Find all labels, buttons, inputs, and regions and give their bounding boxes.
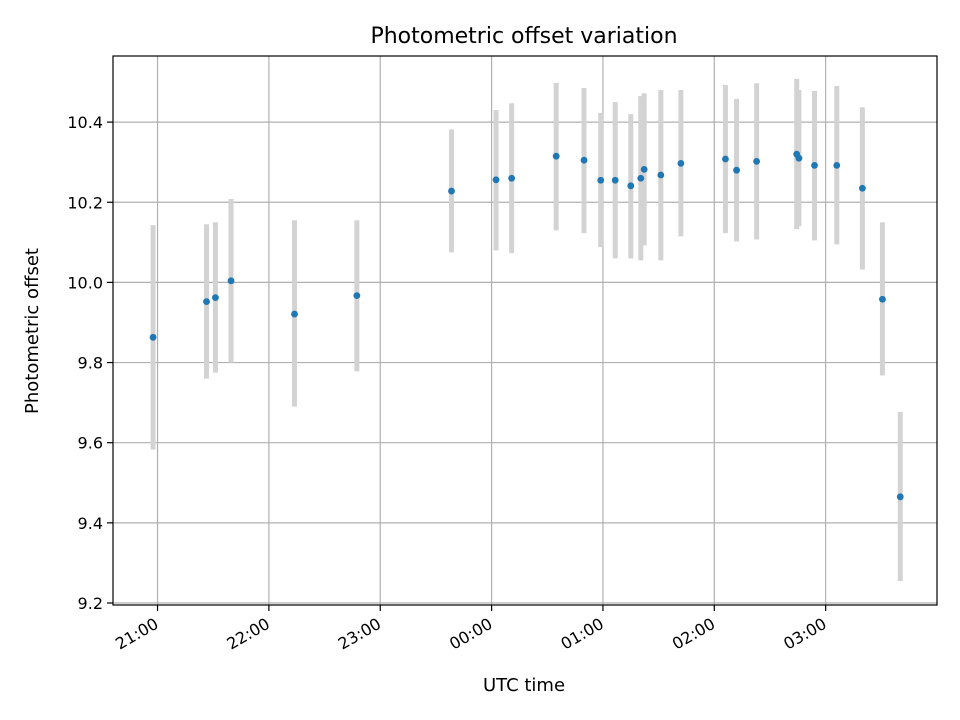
x-tick-label: 02:00 xyxy=(669,614,718,654)
data-point xyxy=(811,161,818,169)
x-axis-label: UTC time xyxy=(483,675,565,696)
x-tick-label: 22:00 xyxy=(223,614,272,654)
data-point xyxy=(291,310,298,318)
error-bars xyxy=(150,78,903,581)
y-tick-label: 9.6 xyxy=(78,434,103,453)
data-point xyxy=(640,166,648,173)
chart-title: Photometric offset variation xyxy=(370,24,677,49)
x-tick-label: 00:00 xyxy=(446,614,495,654)
data-point xyxy=(896,493,904,501)
data-point xyxy=(552,152,560,160)
data-point xyxy=(492,176,500,184)
data-point xyxy=(149,333,157,341)
x-tick-label: 23:00 xyxy=(335,614,384,654)
data-point xyxy=(212,294,219,302)
data-point xyxy=(722,155,729,163)
data-point xyxy=(753,157,761,165)
data-point xyxy=(677,159,685,167)
y-tick-label: 10.4 xyxy=(67,113,103,132)
data-point xyxy=(580,156,588,164)
x-axis-ticks: 21:00 22:00 23:00 00:00 01:00 02:00 03:00 xyxy=(112,605,830,654)
data-point xyxy=(833,161,841,169)
data-point xyxy=(597,176,605,184)
y-axis-ticks: 9.2 9.4 9.6 9.8 10.0 10.2 10.4 xyxy=(67,113,113,613)
data-point xyxy=(637,174,645,182)
data-point xyxy=(795,154,803,162)
x-tick-label: 03:00 xyxy=(780,614,829,654)
data-point xyxy=(508,174,516,182)
data-point xyxy=(203,298,210,306)
data-point xyxy=(227,277,235,285)
data-point xyxy=(733,166,740,174)
y-tick-label: 10.0 xyxy=(67,273,103,292)
y-tick-label: 9.2 xyxy=(78,594,103,613)
data-point xyxy=(353,292,361,300)
data-point xyxy=(611,176,619,184)
x-tick-label: 01:00 xyxy=(558,614,607,654)
y-tick-label: 9.4 xyxy=(78,514,103,533)
data-point xyxy=(858,184,866,192)
data-point xyxy=(879,295,886,303)
x-tick-label: 21:00 xyxy=(112,614,161,654)
data-point xyxy=(657,171,665,179)
data-point xyxy=(627,182,635,190)
plot-frame xyxy=(112,55,938,606)
data-points xyxy=(149,150,904,501)
y-tick-label: 9.8 xyxy=(78,354,103,373)
data-point xyxy=(448,187,455,195)
y-tick-label: 10.2 xyxy=(67,193,103,212)
y-axis-label: Photometric offset xyxy=(22,248,43,414)
